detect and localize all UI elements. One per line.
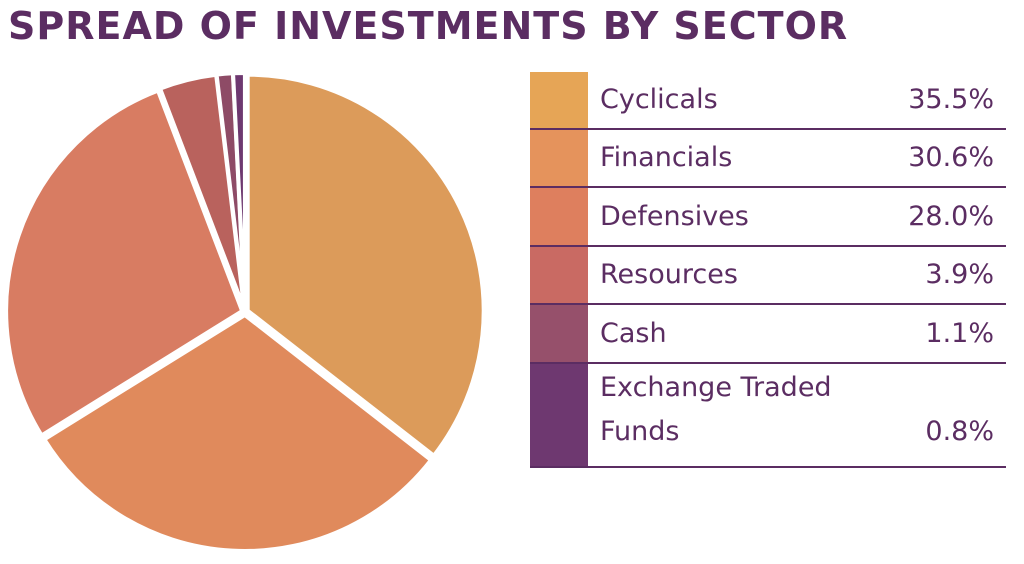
legend-label: Resources (600, 259, 738, 290)
legend-row-financials: Financials 30.6% (530, 130, 1006, 188)
legend-swatch (530, 188, 588, 245)
legend-row-resources: Resources 3.9% (530, 247, 1006, 305)
legend-label: Cash (600, 317, 667, 349)
legend-value: 3.9% (925, 259, 994, 290)
pie-slice-defensives (4, 88, 245, 438)
legend-value: 35.5% (908, 84, 994, 115)
legend-row-cash: Cash 1.1% (530, 305, 1006, 364)
chart-title: SPREAD OF INVESTMENTS BY SECTOR (8, 4, 849, 48)
legend-value: 30.6% (908, 142, 994, 173)
legend-swatch (530, 364, 588, 466)
legend-swatch (530, 247, 588, 303)
pie-slice-financials (42, 312, 433, 553)
legend-swatch (530, 130, 588, 186)
pie-slice-cyclicals (245, 72, 486, 458)
legend-label: Cyclicals (600, 84, 718, 115)
legend-row-cyclicals: Cyclicals 35.5% (530, 72, 1006, 130)
legend-value: 1.1% (925, 317, 994, 349)
legend-label: Defensives (600, 200, 749, 232)
pie-slice-exchange-traded-funds (231, 71, 247, 312)
legend-label: Financials (600, 142, 733, 173)
legend-row-defensives: Defensives 28.0% (530, 188, 1006, 247)
legend-label: Exchange Traded Funds (600, 372, 832, 447)
legend-swatch (530, 305, 588, 362)
pie-chart (4, 71, 486, 553)
legend-value: 28.0% (908, 200, 994, 232)
legend: Cyclicals 35.5% Financials 30.6% Defensive… (530, 72, 1006, 468)
legend-row-etf: Exchange Traded Funds 0.8% (530, 364, 1006, 468)
legend-swatch (530, 72, 588, 128)
legend-value: 0.8% (925, 416, 994, 447)
